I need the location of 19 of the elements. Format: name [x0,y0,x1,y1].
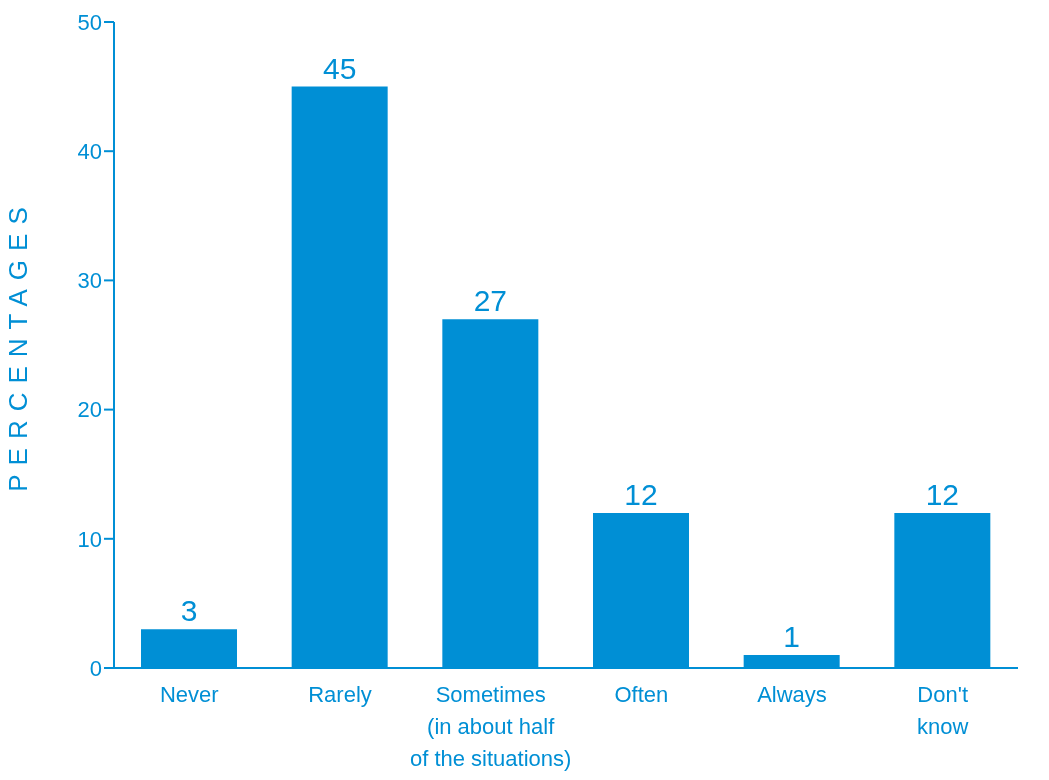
x-tick-label: Never [159,682,219,707]
x-tick-label: Rarely [308,682,372,707]
y-tick-label: 10 [77,526,102,552]
y-tick-label: 20 [77,397,102,423]
data-label: 27 [473,284,508,318]
x-tick-label: Sometimes (in about half of the situations) [409,682,572,771]
data-label: 12 [624,477,658,511]
x-tick-label: Often [614,682,669,707]
y-tick-label: 0 [89,655,102,681]
y-tick-label: 30 [77,268,102,294]
y-axis-title: PERCENTAGES [3,198,34,492]
y-tick-label: 50 [77,9,102,35]
data-label: 1 [783,620,801,654]
data-label: 12 [925,477,960,511]
data-label: 3 [180,594,198,628]
y-tick-label: 40 [77,139,102,165]
data-label: 45 [322,51,357,85]
x-tick-label: Always [757,682,827,707]
x-tick-label: Don't know [916,682,969,739]
